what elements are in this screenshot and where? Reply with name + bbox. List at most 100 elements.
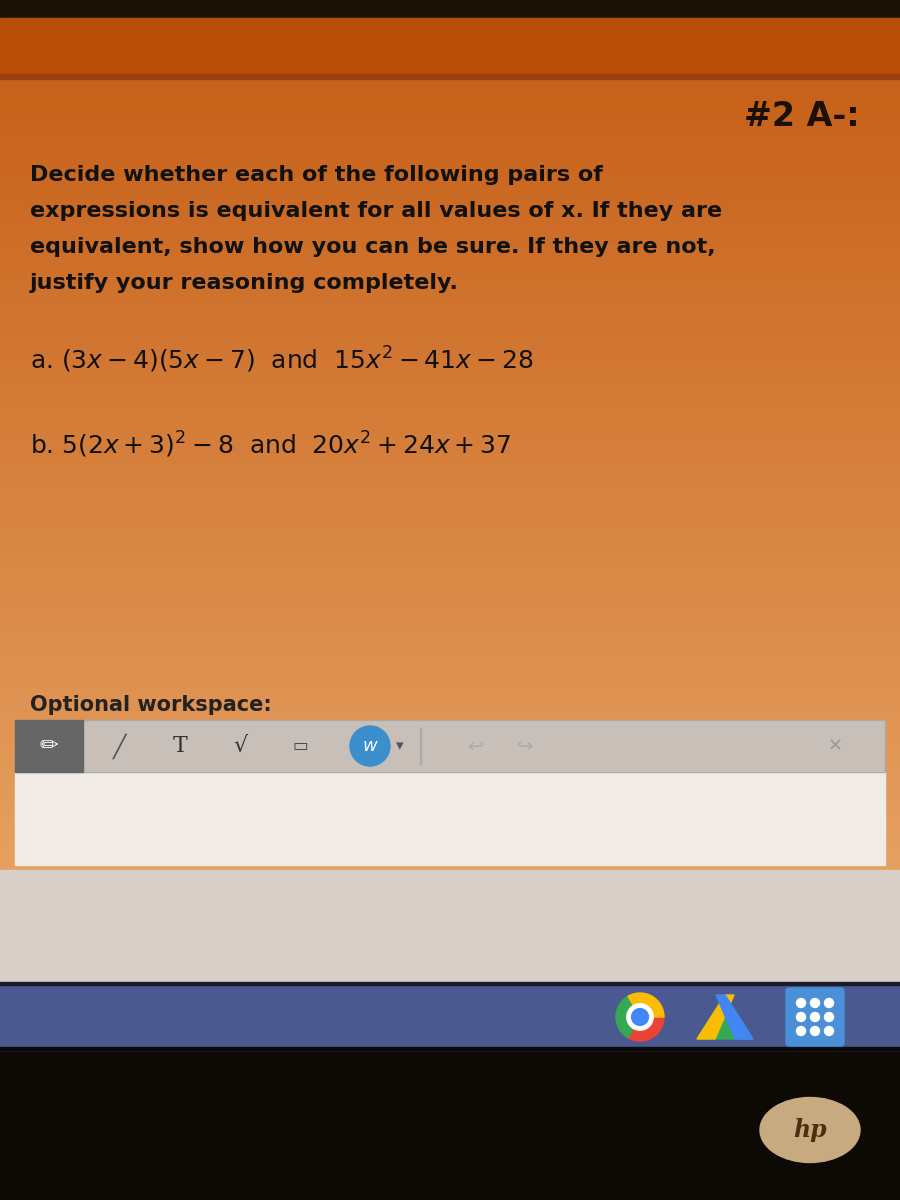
Bar — [0, 148, 900, 160]
Bar — [0, 286, 900, 298]
Bar — [15, 720, 83, 772]
Bar — [0, 602, 900, 614]
Bar — [0, 504, 900, 516]
Bar — [0, 652, 900, 664]
Bar — [15, 772, 885, 865]
Bar — [0, 316, 900, 328]
Bar — [0, 276, 900, 288]
Bar — [0, 544, 900, 556]
Circle shape — [811, 1026, 820, 1036]
Circle shape — [350, 726, 390, 766]
Bar — [420, 728, 421, 764]
Bar — [0, 870, 900, 985]
Bar — [0, 236, 900, 248]
Bar — [0, 682, 900, 694]
Bar — [0, 206, 900, 218]
Wedge shape — [628, 994, 664, 1018]
Bar — [0, 365, 900, 377]
Bar — [0, 97, 900, 109]
Bar — [0, 821, 900, 833]
Bar — [0, 1050, 900, 1200]
Bar — [0, 583, 900, 595]
Bar — [0, 257, 900, 268]
Bar — [0, 800, 900, 812]
Bar — [0, 434, 900, 446]
Circle shape — [824, 998, 833, 1008]
Bar — [0, 712, 900, 724]
Bar — [0, 18, 900, 78]
Text: b. $5(2x + 3)^2 - 8$  and  $20x^2 + 24x + 37$: b. $5(2x + 3)^2 - 8$ and $20x^2 + 24x + … — [30, 430, 511, 460]
Bar — [0, 691, 900, 703]
Bar — [0, 78, 900, 90]
Circle shape — [824, 1026, 833, 1036]
Bar — [0, 295, 900, 307]
Bar — [15, 720, 885, 772]
Bar — [0, 662, 900, 674]
Text: a. $(3x - 4)(5x - 7)$  and  $15x^2 - 41x - 28$: a. $(3x - 4)(5x - 7)$ and $15x^2 - 41x -… — [30, 346, 534, 376]
Bar — [0, 246, 900, 258]
Text: T: T — [173, 734, 187, 757]
Text: √: √ — [233, 736, 248, 756]
Circle shape — [796, 1013, 806, 1021]
Bar — [0, 985, 900, 1050]
Bar — [0, 1046, 900, 1050]
Bar — [0, 306, 900, 318]
Bar — [0, 127, 900, 139]
Polygon shape — [716, 995, 753, 1039]
Bar — [0, 751, 900, 763]
Circle shape — [811, 1013, 820, 1021]
Bar — [0, 385, 900, 397]
Bar — [0, 523, 900, 535]
Text: ↪: ↪ — [517, 737, 533, 756]
Bar — [0, 464, 900, 476]
Bar — [0, 514, 900, 526]
Text: ↩: ↩ — [467, 737, 483, 756]
Bar — [0, 840, 900, 852]
Bar — [0, 108, 900, 120]
Text: expressions is equivalent for all values of x. If they are: expressions is equivalent for all values… — [30, 200, 722, 221]
Bar — [0, 791, 900, 803]
Bar — [0, 167, 900, 179]
Text: ▾: ▾ — [396, 738, 404, 754]
Bar — [0, 533, 900, 545]
Bar — [0, 850, 900, 862]
Bar — [0, 374, 900, 386]
Circle shape — [626, 1003, 653, 1030]
Bar — [0, 982, 900, 985]
Bar — [0, 731, 900, 743]
Circle shape — [796, 998, 806, 1008]
Bar — [0, 444, 900, 456]
Bar — [0, 860, 900, 872]
Bar — [0, 355, 900, 367]
Bar — [0, 336, 900, 347]
Polygon shape — [697, 995, 734, 1039]
Text: ✏: ✏ — [40, 736, 58, 756]
Bar — [0, 830, 900, 842]
Bar — [0, 632, 900, 644]
Circle shape — [796, 1026, 806, 1036]
Text: equivalent, show how you can be sure. If they are not,: equivalent, show how you can be sure. If… — [30, 236, 716, 257]
Bar — [0, 157, 900, 169]
Bar — [0, 404, 900, 416]
Bar — [0, 742, 900, 754]
Bar — [0, 395, 900, 407]
Bar — [0, 623, 900, 635]
Text: hp: hp — [793, 1118, 827, 1142]
Bar — [0, 176, 900, 188]
Bar — [0, 593, 900, 605]
Bar — [0, 702, 900, 714]
Bar — [0, 770, 900, 782]
Bar — [0, 781, 900, 793]
Bar — [0, 612, 900, 624]
Bar — [0, 74, 900, 79]
Circle shape — [811, 998, 820, 1008]
Bar — [0, 572, 900, 584]
Bar — [0, 563, 900, 575]
Text: Optional workspace:: Optional workspace: — [30, 695, 272, 715]
Ellipse shape — [760, 1098, 860, 1163]
Bar — [0, 761, 900, 773]
Bar — [0, 642, 900, 654]
Circle shape — [632, 1008, 648, 1025]
Bar — [0, 187, 900, 199]
Bar — [0, 346, 900, 358]
